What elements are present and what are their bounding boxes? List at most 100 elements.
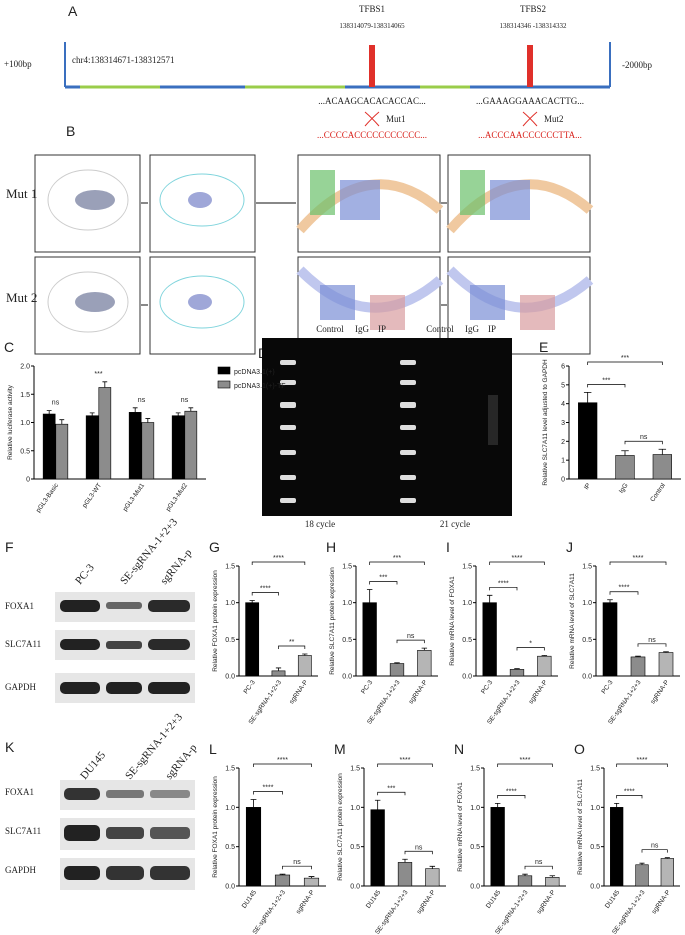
x-tick-label: IP (583, 482, 592, 491)
x-tick-label: PC-3 (360, 679, 374, 695)
significance-bracket (587, 361, 663, 365)
x-tick-label: sgRNA-P (288, 679, 309, 705)
label: 138314346 -138314332 (499, 22, 567, 30)
bar (271, 670, 286, 677)
y-tick-label: 1.0 (470, 805, 480, 812)
error-bar (663, 651, 669, 653)
error-bar (145, 418, 151, 423)
bar (245, 807, 262, 887)
label: Mut2 (544, 114, 564, 124)
significance: ns (52, 400, 60, 407)
error-bar (249, 600, 255, 603)
significance: ** (289, 639, 295, 646)
sequence: ...CCCCACCCCCCCCCCC... (317, 130, 427, 140)
sequence: ...GAAAGGAAACACTTG... (476, 96, 584, 106)
x-tick-label: sgRNA-P (408, 679, 429, 705)
x-tick-label: pGL3-Mut1 (122, 482, 147, 513)
bar (425, 868, 440, 887)
error-bar (621, 450, 629, 456)
y-axis-label: Relative luciferase activity (7, 384, 14, 460)
bar (85, 415, 99, 480)
bar (297, 655, 312, 677)
error-bar (635, 655, 641, 657)
y-tick-label: 1.5 (225, 564, 235, 571)
y-tick-label: 0.0 (590, 884, 600, 891)
significance-bracket (251, 561, 306, 565)
significance-bracket (282, 865, 312, 870)
y-tick-label: 0.5 (590, 844, 600, 851)
lane-label: PC-3 (73, 562, 97, 587)
legend-label: pcDNA3.1(+)-TF (234, 383, 286, 390)
y-tick-label: 4 (561, 401, 565, 408)
bar (370, 809, 385, 887)
bar (417, 650, 432, 677)
y-tick-label: 1.5 (590, 766, 600, 773)
significance-bracket (587, 384, 626, 388)
row-label: Mut 1 (6, 186, 37, 201)
legend-swatch (217, 380, 231, 389)
panel-letter: O (574, 741, 585, 757)
bar (303, 877, 320, 887)
y-axis-label: Relative FOXA1 protein expression (212, 776, 219, 878)
bar (184, 410, 198, 480)
y-tick-label: 1.0 (462, 600, 472, 607)
lane-label: IP (378, 324, 386, 334)
bar (389, 663, 405, 677)
bar (602, 602, 618, 677)
y-tick-label: 1 (561, 458, 565, 465)
gel (262, 338, 512, 516)
panel-letter: K (5, 739, 15, 755)
structure-frames (34, 154, 591, 355)
mutation-icon (522, 111, 538, 127)
y-tick-label: 0.5 (20, 448, 30, 455)
bar (610, 807, 624, 887)
bar (615, 455, 635, 480)
y-tick-label: 1.5 (350, 766, 360, 773)
significance: ns (535, 859, 543, 866)
y-tick-label: 0.5 (350, 844, 360, 851)
y-tick-label: 1.5 (342, 564, 352, 571)
y-tick-label: 0.0 (350, 884, 360, 891)
lane-label: Control (426, 324, 454, 334)
x-tick-label: sgRNA-P (416, 889, 437, 915)
significance: *** (602, 377, 610, 384)
significance: ns (651, 843, 659, 850)
y-tick-label: 1.0 (20, 420, 30, 427)
significance: *** (94, 371, 102, 378)
significance-bracket (624, 440, 663, 445)
y-axis-label: Relative mRNA level of SLC7A11 (577, 779, 584, 875)
panel-letter: N (454, 741, 464, 757)
row-label: FOXA1 (5, 601, 34, 611)
row-label: SLC7A11 (5, 826, 41, 836)
x-tick-label: DU145 (485, 889, 503, 910)
y-tick-label: 1.5 (462, 564, 472, 571)
x-tick-label: sgRNA-P (651, 889, 672, 915)
error-bar (374, 799, 381, 810)
gel-ladder (280, 360, 498, 503)
y-tick-label: 0.5 (470, 844, 480, 851)
significance-bracket (278, 645, 306, 649)
x-tick-label: pGL3-WT (81, 482, 103, 509)
significance: ns (407, 633, 415, 640)
label: TFBS2 (520, 4, 546, 14)
mutation-icon (364, 111, 380, 127)
bar (141, 422, 155, 480)
tfbs-bar (369, 45, 375, 87)
bar (98, 387, 112, 480)
bar (362, 602, 377, 677)
y-tick-label: 0.0 (225, 674, 235, 681)
significance-bracket (616, 763, 668, 767)
y-tick-label: 0.0 (342, 674, 352, 681)
error-bar (175, 412, 181, 416)
significance: *** (393, 555, 401, 562)
error-bar (366, 589, 373, 603)
y-tick-label: 0.0 (470, 884, 480, 891)
y-axis-label: Relative SLC7A11 protein expression (337, 773, 344, 881)
bar (509, 669, 525, 677)
row-label: Mut 2 (6, 290, 37, 305)
panel-b: B Mut 1 Mut 2 (6, 123, 594, 355)
significance: **** (400, 757, 411, 764)
gel-caption: 18 cycle (305, 519, 335, 529)
error-bar (429, 865, 436, 869)
